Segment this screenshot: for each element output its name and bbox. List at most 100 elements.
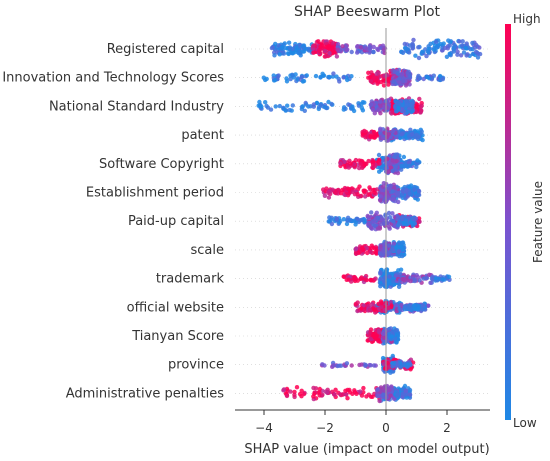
shap-point (372, 111, 377, 116)
shap-point (332, 392, 337, 397)
shap-point (354, 251, 359, 256)
shap-point (327, 74, 332, 80)
shap-point (396, 249, 402, 254)
shap-point (358, 389, 363, 394)
shap-point (391, 79, 396, 84)
shap-point (320, 392, 325, 398)
shap-point (313, 73, 319, 79)
shap-point (416, 45, 421, 50)
shap-point (412, 187, 417, 192)
shap-point (458, 53, 464, 58)
shap-point (394, 158, 399, 164)
feature-label: Software Copyright (99, 157, 224, 172)
shap-point (311, 104, 316, 109)
shap-point (341, 75, 346, 80)
shap-point (349, 186, 355, 191)
shap-point (378, 194, 383, 199)
shap-point (391, 361, 397, 366)
shap-point (372, 246, 377, 251)
shap-point (375, 387, 380, 392)
shap-point (395, 392, 400, 397)
shap-point (407, 392, 413, 397)
shap-point (412, 303, 417, 308)
shap-point (366, 221, 371, 226)
shap-point (365, 333, 371, 338)
shap-point (395, 362, 400, 367)
shap-point (335, 42, 341, 47)
shap-point (400, 102, 405, 108)
shap-point (367, 185, 372, 190)
shap-point (400, 71, 405, 77)
shap-point (366, 158, 371, 164)
shap-point (322, 49, 328, 54)
shap-point (376, 152, 382, 158)
shap-point (475, 55, 481, 60)
shap-point (272, 77, 278, 83)
shap-point (381, 221, 387, 226)
shap-point (377, 169, 382, 174)
shap-point (392, 69, 397, 74)
shap-point (308, 104, 313, 109)
shap-point (368, 336, 373, 342)
shap-point (345, 77, 350, 83)
shap-point (416, 306, 421, 311)
shap-point (433, 276, 439, 281)
shap-point (477, 45, 482, 50)
shap-point (368, 363, 373, 368)
shap-point (360, 165, 365, 170)
shap-point (396, 222, 401, 228)
shap-point (372, 135, 377, 140)
shap-point (317, 386, 322, 392)
shap-point (371, 44, 376, 50)
shap-point (387, 186, 392, 192)
shap-point (290, 46, 295, 52)
beeswarm-points (256, 37, 483, 404)
shap-point (381, 83, 387, 88)
shap-point (363, 362, 368, 368)
shap-point (360, 108, 366, 113)
shap-point (378, 251, 383, 256)
shap-point (359, 393, 365, 398)
x-axis-ticks: −4 −2 0 2 (255, 410, 451, 435)
chart-title: SHAP Beeswarm Plot (294, 4, 441, 20)
shap-point (355, 278, 360, 283)
shap-point (284, 393, 290, 399)
shap-point (408, 278, 413, 284)
shap-point (447, 43, 452, 48)
shap-point (378, 79, 384, 85)
shap-point (375, 226, 381, 231)
shap-point (332, 49, 337, 54)
shap-point (338, 161, 343, 166)
shap-point (400, 391, 406, 396)
shap-point (323, 54, 329, 59)
shap-point (373, 276, 378, 281)
feature-guides (235, 48, 490, 394)
shap-point (326, 190, 331, 195)
shap-point (387, 274, 392, 279)
shap-point (276, 73, 281, 78)
shap-point (403, 218, 409, 223)
shap-point (359, 102, 364, 107)
shap-point (349, 105, 354, 111)
shap-point (400, 240, 406, 245)
shap-point (470, 40, 475, 46)
shap-point (386, 306, 391, 311)
shap-point (406, 133, 412, 139)
shap-point (281, 387, 287, 392)
shap-point (412, 278, 418, 284)
shap-point (325, 105, 330, 111)
x-tick-label: 0 (382, 421, 390, 435)
shap-point (360, 245, 365, 250)
shap-point (399, 163, 404, 169)
shap-point (378, 284, 383, 289)
shap-point (301, 391, 307, 397)
shap-point (344, 361, 350, 366)
shap-point (316, 39, 321, 44)
shap-point (464, 41, 469, 46)
colorbar-high-label: High (513, 12, 541, 26)
shap-point (455, 52, 460, 57)
feature-label: province (168, 358, 224, 373)
shap-point (343, 388, 348, 393)
shap-point (420, 49, 425, 54)
shap-point (392, 185, 397, 190)
